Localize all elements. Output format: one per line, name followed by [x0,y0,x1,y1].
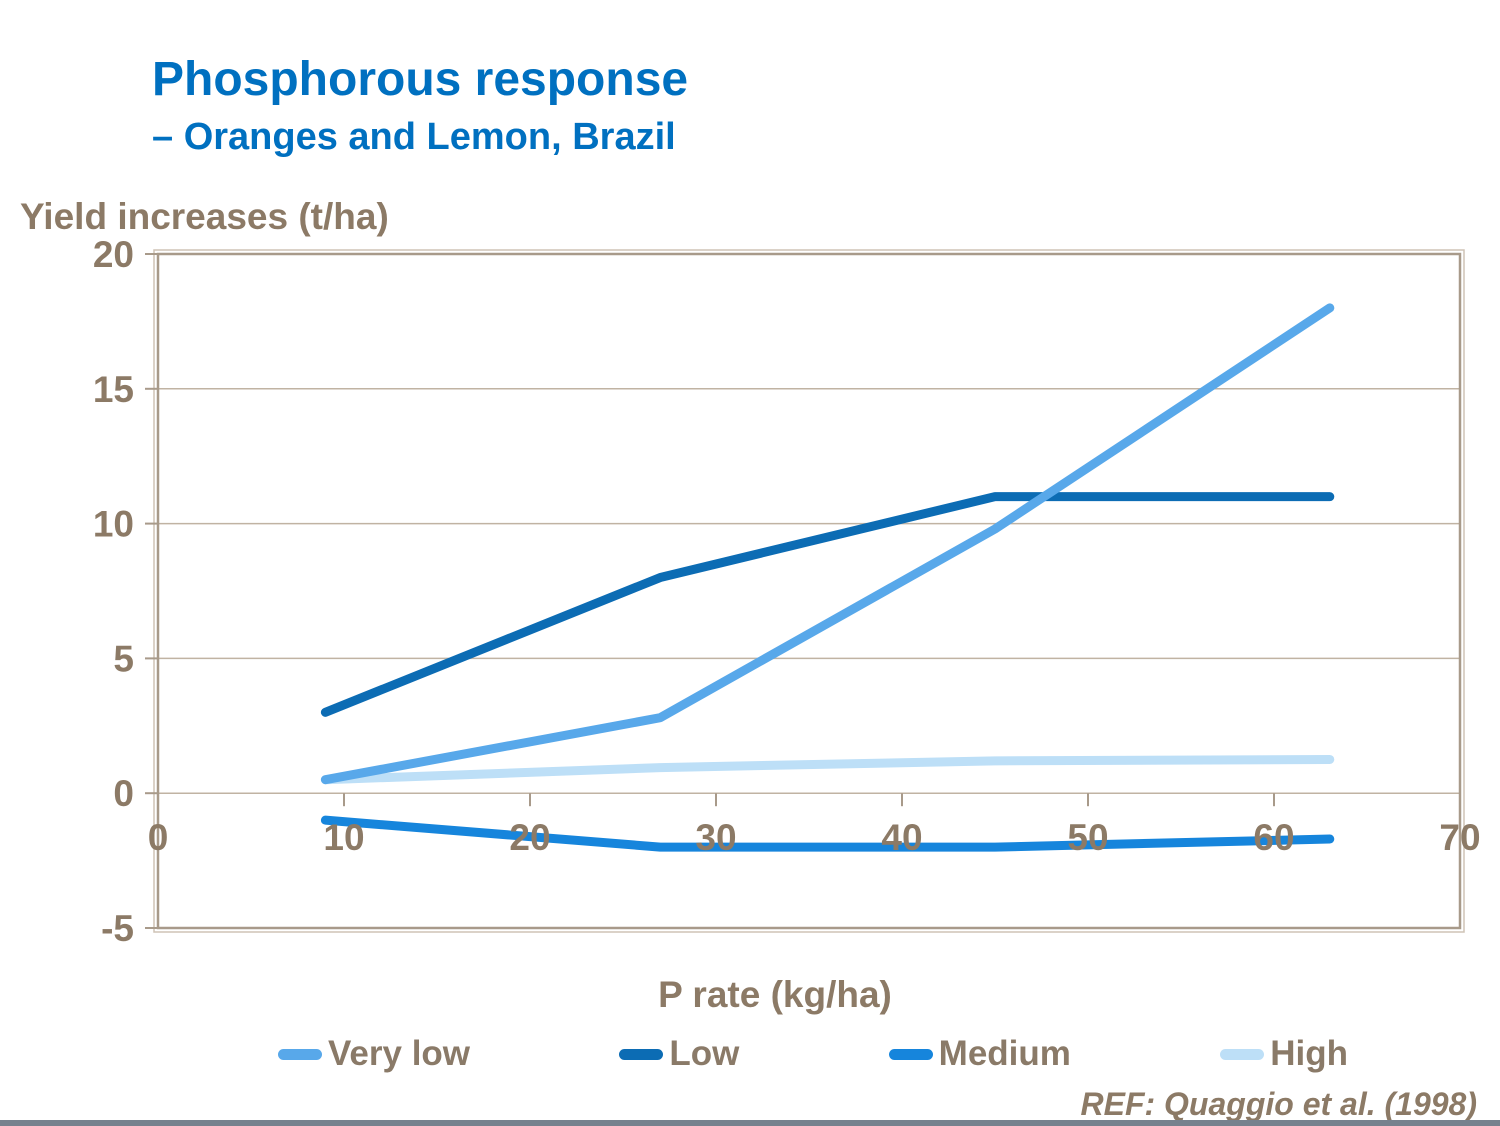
legend-label: Very low [328,1034,471,1073]
page-title: Phosphorous response [152,53,689,106]
legend-item-low: Low [619,1034,739,1074]
y-tick-label: 0 [113,773,134,814]
page-subtitle: – Oranges and Lemon, Brazil [152,116,676,158]
reference-text: REF: Quaggio et al. (1998) [1080,1086,1477,1122]
series-line-high [320,755,1335,785]
plot-frame-highlight [153,249,1465,933]
footer-bar [0,1120,1500,1126]
x-tick-label: 70 [1439,817,1480,858]
y-tick-label: 5 [113,638,134,679]
x-tick-label: 30 [695,817,736,858]
legend-swatch [278,1048,322,1060]
legend-label: Medium [938,1034,1071,1073]
legend-label: High [1270,1034,1348,1073]
x-tick-label: 60 [1253,817,1294,858]
y-tick-label: 20 [93,234,134,275]
y-tick-label: -5 [101,908,134,949]
legend-item-very-low: Very low [278,1034,470,1074]
y-tick-label: 15 [93,369,134,410]
series-line-medium [320,815,1335,852]
legend-label: Low [669,1034,740,1073]
series-line-low [320,492,1335,717]
plot-frame [156,252,1462,930]
x-tick-label: 0 [148,817,169,858]
legend-item-high: High [1220,1034,1348,1074]
x-tick-label: 10 [323,817,364,858]
series-line-very-low [320,303,1335,785]
legend-swatch [888,1048,933,1060]
y-axis-title: Yield increases (t/ha) [20,196,389,237]
x-tick-label: 50 [1067,817,1108,858]
x-tick-label: 40 [881,817,922,858]
y-tick-label: 10 [93,504,134,545]
x-axis-title: P rate (kg/ha) [658,974,892,1015]
legend-swatch [1220,1048,1265,1060]
chart-legend: Very low Low Medium High [278,1032,1348,1076]
x-tick-label: 20 [509,817,550,858]
legend-swatch [619,1048,664,1060]
legend-item-medium: Medium [888,1034,1071,1074]
